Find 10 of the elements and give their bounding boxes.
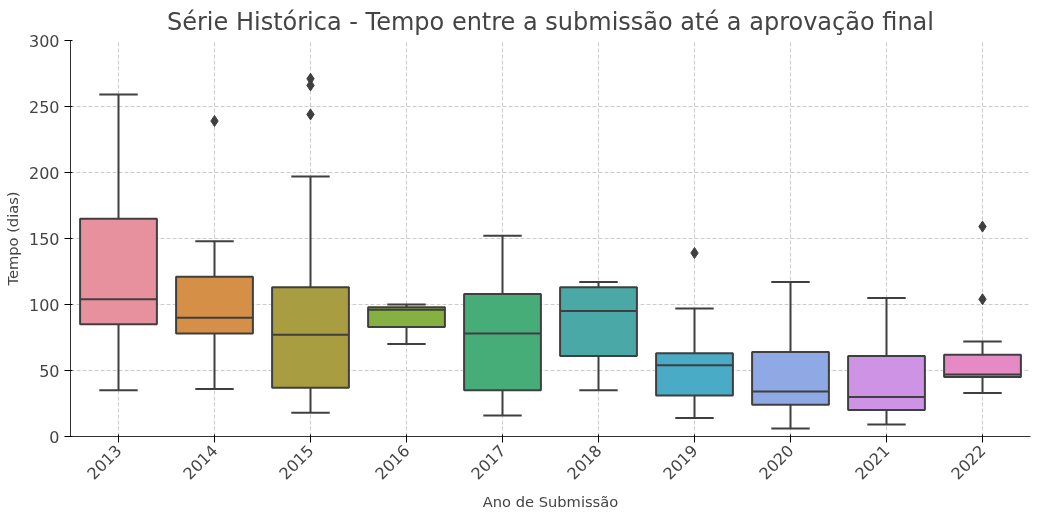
x-axis-title: Ano de Submissão: [482, 492, 619, 510]
chart-title: Série Histórica - Tempo entre a submissão até a aprovação final: [167, 7, 934, 36]
y-tick-label: 0: [49, 427, 60, 447]
y-tick-label: 300: [28, 31, 60, 51]
y-axis-title: Tempo (dias): [3, 191, 21, 287]
y-tick-label: 100: [28, 295, 60, 315]
y-tick-label: 250: [28, 97, 60, 117]
y-tick-label: 150: [28, 229, 60, 249]
y-tick-label: 200: [28, 163, 60, 183]
y-tick-label: 50: [39, 361, 60, 381]
